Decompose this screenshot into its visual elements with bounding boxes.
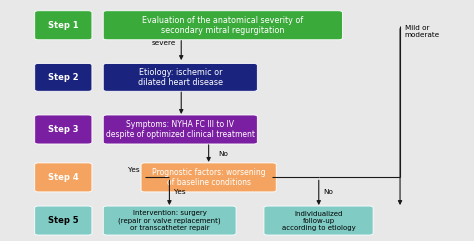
Text: Prognostic factors: worsening
of baseline conditions: Prognostic factors: worsening of baselin… [152,168,265,187]
FancyBboxPatch shape [35,115,92,144]
FancyBboxPatch shape [103,206,236,235]
Text: Etiology: ischemic or
dilated heart disease: Etiology: ischemic or dilated heart dise… [138,68,223,87]
Text: Step 4: Step 4 [48,173,79,182]
FancyBboxPatch shape [103,63,257,91]
Text: Evaluation of the anatomical severity of
secondary mitral regurgitation: Evaluation of the anatomical severity of… [142,16,303,35]
Text: Symptoms: NYHA FC III to IV
despite of optimized clinical treatment: Symptoms: NYHA FC III to IV despite of o… [106,120,255,139]
FancyBboxPatch shape [35,206,92,235]
FancyBboxPatch shape [103,11,342,40]
Text: Mild or
moderate: Mild or moderate [405,25,440,38]
FancyBboxPatch shape [35,163,92,192]
FancyBboxPatch shape [35,63,92,91]
Text: No: No [323,189,333,195]
FancyBboxPatch shape [35,11,92,40]
Text: Intervention: surgery
(repair or valve replacement)
or transcatheter repair: Intervention: surgery (repair or valve r… [118,210,221,231]
FancyBboxPatch shape [141,163,276,192]
Text: Step 1: Step 1 [48,21,79,30]
Text: Step 2: Step 2 [48,73,79,82]
Text: Individualized
follow-up
according to etiology: Individualized follow-up according to et… [282,211,356,231]
FancyBboxPatch shape [264,206,373,235]
Text: Yes: Yes [174,189,186,195]
Text: Step 5: Step 5 [48,216,79,225]
Text: No: No [218,151,228,157]
Text: severe: severe [152,40,176,46]
FancyBboxPatch shape [103,115,257,144]
Text: Step 3: Step 3 [48,125,79,134]
Text: Yes: Yes [128,167,140,173]
